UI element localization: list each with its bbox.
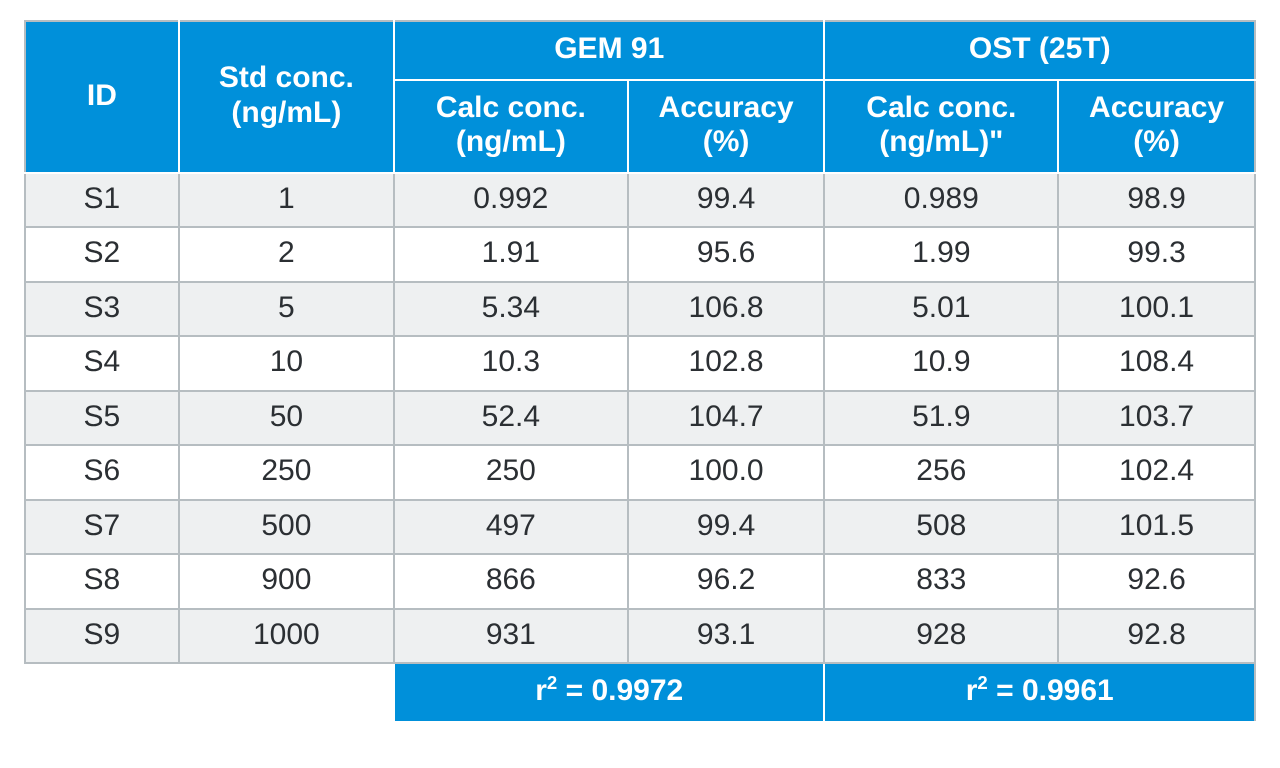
table-row: S750049799.4508101.5 [25,500,1255,555]
cell-acc2: 103.7 [1058,391,1255,446]
col-group-gem91: GEM 91 [394,21,824,80]
cell-id: S4 [25,336,179,391]
cell-calc2: 10.9 [824,336,1058,391]
cell-std: 2 [179,227,394,282]
cell-id: S1 [25,173,179,228]
cell-calc1: 10.3 [394,336,628,391]
table-container: ID Std conc.(ng/mL) GEM 91 OST (25T) Cal… [0,0,1280,743]
cell-calc2: 928 [824,609,1058,664]
cell-calc2: 0.989 [824,173,1058,228]
table-row: S890086696.283392.6 [25,554,1255,609]
footer-r2-gem91: r2 = 0.9972 [394,663,824,722]
cell-calc2: 1.99 [824,227,1058,282]
cell-acc2: 108.4 [1058,336,1255,391]
cell-calc2: 51.9 [824,391,1058,446]
cell-calc1: 931 [394,609,628,664]
cell-std: 1000 [179,609,394,664]
table-body: S110.99299.40.98998.9S221.9195.61.9999.3… [25,173,1255,664]
table-row: S6250250100.0256102.4 [25,445,1255,500]
cell-std: 500 [179,500,394,555]
cell-calc2: 833 [824,554,1058,609]
table-row: S9100093193.192892.8 [25,609,1255,664]
table-row: S221.9195.61.9999.3 [25,227,1255,282]
cell-id: S7 [25,500,179,555]
col-header-calc-ost25t: Calc conc.(ng/mL)" [824,80,1058,173]
cell-std: 10 [179,336,394,391]
cell-std: 50 [179,391,394,446]
table-row: S55052.4104.751.9103.7 [25,391,1255,446]
col-header-id: ID [25,21,179,173]
cell-std: 900 [179,554,394,609]
cell-acc2: 92.6 [1058,554,1255,609]
cell-acc2: 102.4 [1058,445,1255,500]
cell-calc1: 1.91 [394,227,628,282]
cell-acc2: 100.1 [1058,282,1255,337]
cell-acc1: 93.1 [628,609,825,664]
cell-id: S5 [25,391,179,446]
cell-calc2: 508 [824,500,1058,555]
calibration-table: ID Std conc.(ng/mL) GEM 91 OST (25T) Cal… [24,20,1256,723]
cell-calc1: 497 [394,500,628,555]
cell-calc1: 250 [394,445,628,500]
cell-calc2: 256 [824,445,1058,500]
table-footer: r2 = 0.9972 r2 = 0.9961 [25,663,1255,722]
cell-acc2: 99.3 [1058,227,1255,282]
cell-std: 1 [179,173,394,228]
cell-id: S3 [25,282,179,337]
cell-calc1: 52.4 [394,391,628,446]
table-row: S41010.3102.810.9108.4 [25,336,1255,391]
cell-acc2: 101.5 [1058,500,1255,555]
col-group-ost25t: OST (25T) [824,21,1255,80]
cell-id: S6 [25,445,179,500]
table-row: S110.99299.40.98998.9 [25,173,1255,228]
footer-blank [25,663,394,722]
col-header-calc-gem91: Calc conc.(ng/mL) [394,80,628,173]
col-header-acc-gem91: Accuracy(%) [628,80,825,173]
cell-id: S2 [25,227,179,282]
cell-acc1: 100.0 [628,445,825,500]
cell-acc1: 96.2 [628,554,825,609]
table-row: S355.34106.85.01100.1 [25,282,1255,337]
cell-id: S9 [25,609,179,664]
cell-acc1: 99.4 [628,500,825,555]
cell-acc1: 95.6 [628,227,825,282]
cell-calc2: 5.01 [824,282,1058,337]
cell-acc1: 106.8 [628,282,825,337]
cell-calc1: 0.992 [394,173,628,228]
col-header-acc-ost25t: Accuracy(%) [1058,80,1255,173]
cell-calc1: 866 [394,554,628,609]
cell-id: S8 [25,554,179,609]
footer-r2-ost25t: r2 = 0.9961 [824,663,1255,722]
cell-calc1: 5.34 [394,282,628,337]
cell-acc2: 92.8 [1058,609,1255,664]
cell-std: 250 [179,445,394,500]
cell-std: 5 [179,282,394,337]
table-header: ID Std conc.(ng/mL) GEM 91 OST (25T) Cal… [25,21,1255,173]
cell-acc1: 104.7 [628,391,825,446]
cell-acc1: 102.8 [628,336,825,391]
cell-acc2: 98.9 [1058,173,1255,228]
col-header-std: Std conc.(ng/mL) [179,21,394,173]
cell-acc1: 99.4 [628,173,825,228]
